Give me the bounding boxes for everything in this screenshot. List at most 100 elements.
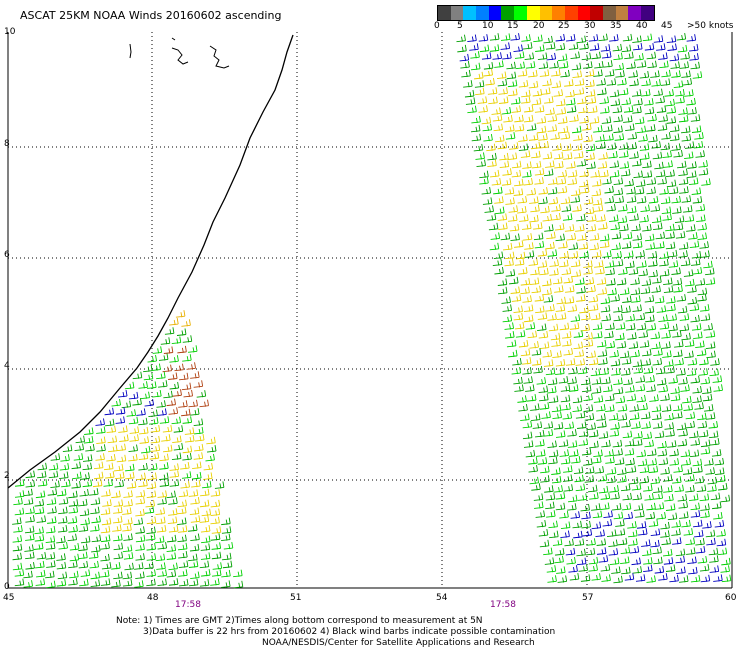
wind-barb [211,526,222,534]
wind-barb [547,440,557,449]
wind-barb [659,258,669,267]
wind-barb [702,521,712,529]
wind-barb [606,529,617,537]
wind-barb [521,357,532,365]
wind-barb [536,125,547,134]
wind-barb [623,377,633,386]
wind-barb [657,123,668,131]
wind-barb [657,177,667,185]
wind-barb [709,368,719,377]
wind-barb [587,214,597,222]
wind-barb [699,564,710,572]
wind-barb [643,484,653,492]
wind-barb [481,186,492,195]
wind-barb [610,294,620,302]
wind-barb [457,44,467,53]
wind-barb [494,266,504,275]
wind-barb [500,232,511,241]
wind-barb [695,537,705,546]
wind-barb [520,348,531,357]
wind-barb [596,277,607,285]
wind-barb [36,515,47,523]
wind-barb [661,537,671,546]
wind-barb [636,195,647,204]
wind-barb [603,384,613,393]
wind-barb [681,332,691,341]
wind-barb [687,161,697,169]
wind-barb [487,152,497,161]
wind-barb [552,276,563,285]
wind-barb [542,78,552,87]
colorbar-label-0: 0 [434,21,440,31]
wind-barb [179,372,189,381]
wind-barb [665,231,675,239]
wind-barb [58,542,68,550]
wind-barb [604,196,615,204]
wind-barb [585,547,596,556]
wind-barb [157,542,168,550]
wind-barb [568,42,579,50]
wind-barb [672,476,682,484]
wind-barb [617,475,627,483]
wind-barb [498,222,508,230]
wind-barb [543,295,554,303]
wind-barb [669,448,679,457]
wind-barb [497,141,508,150]
wind-barb [716,538,727,547]
wind-barb [708,421,719,429]
wind-barb [546,52,557,61]
wind-barb [689,430,699,439]
wind-barb [492,258,503,267]
wind-barb [685,474,695,482]
wind-barb [544,485,554,493]
wind-barb [504,187,515,195]
wind-barb [605,322,615,331]
wind-barb [617,537,628,546]
wind-barb [578,429,589,438]
wind-barb [550,332,561,341]
wind-barb [564,421,575,430]
wind-barb [631,223,641,232]
wind-barb [493,251,504,260]
wind-barb [649,394,659,402]
wind-barb [578,242,589,250]
wind-barb [573,133,583,141]
wind-barb [494,60,504,68]
wind-barb [101,517,112,526]
wind-barb [106,425,117,434]
wind-barb [693,519,703,528]
wind-barb [146,569,156,577]
wind-barb [673,285,683,293]
wind-barb [114,479,124,488]
wind-barb [650,70,660,78]
wind-barb [152,346,163,354]
wind-barb [668,186,679,195]
wind-barb [693,529,704,538]
wind-barb [690,258,701,266]
wind-barb [676,566,686,574]
wind-barb [629,78,639,87]
wind-barb [179,578,189,587]
wind-barb [665,503,676,511]
wind-barb [502,304,513,312]
wind-barb [116,443,126,452]
wind-barb [604,185,614,194]
wind-barb [606,467,617,475]
wind-barb [662,548,673,557]
wind-barb [702,393,713,402]
wind-barb [570,259,581,268]
wind-barb [517,206,527,214]
wind-barb [663,285,674,293]
wind-barb [562,143,572,152]
wind-barb [518,80,529,88]
wind-barb [520,278,531,286]
wind-barb [625,323,636,331]
wind-barb [569,449,579,457]
wind-barb [155,553,166,562]
colorbar-swatch [590,6,603,20]
wind-barb [579,185,590,194]
wind-barb [554,555,564,564]
wind-barb [661,341,671,349]
wind-barb [589,492,599,500]
wind-barb [169,463,180,471]
